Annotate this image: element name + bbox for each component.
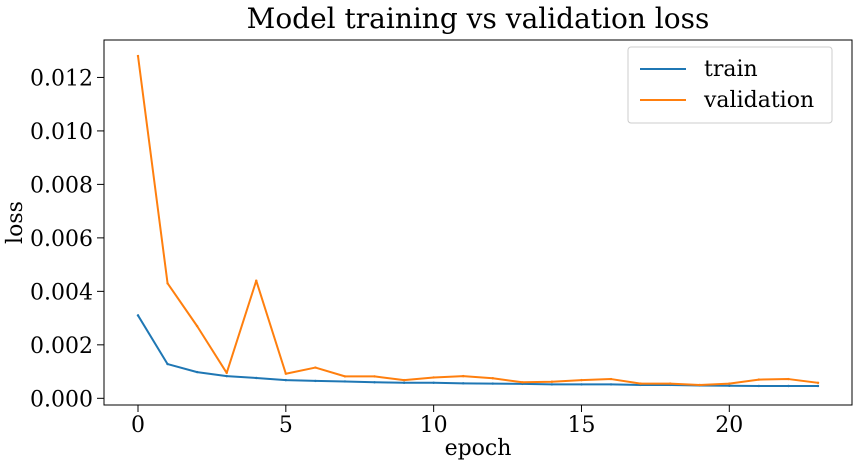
data-point-train [225,374,228,378]
plot-area [103,39,853,406]
data-point-validation [787,377,790,381]
x-axis-ticks: 0 5 10 15 20 [131,405,743,438]
y-tick-label: 0.010 [30,120,93,145]
data-point-train [343,380,347,383]
y-tick-label: 0.006 [30,227,93,252]
y-tick-label: 0.012 [30,66,93,91]
data-point-train [728,384,731,387]
legend-label-validation: validation [703,88,814,113]
data-point-validation [225,371,228,375]
data-point-validation [609,377,613,381]
data-point-train [491,382,494,385]
data-point-validation [432,376,435,379]
data-point-train [432,381,435,385]
series-line-validation [136,54,820,386]
legend-label-train: train [704,57,758,82]
y-tick-label: 0.000 [30,387,93,412]
legend-box [627,46,833,124]
data-point-validation [668,382,672,385]
data-point-validation [757,378,761,381]
data-point-validation [550,380,554,383]
data-point-train [580,383,583,386]
data-point-train [462,382,465,385]
data-point-validation [639,382,642,385]
x-tick-label: 10 [420,413,448,438]
data-point-validation [166,282,169,285]
data-point-validation [491,377,494,380]
data-point-validation [136,54,140,58]
data-point-validation [580,378,583,382]
data-point-train [609,383,613,386]
data-point-validation [521,381,524,384]
data-point-train [166,362,169,366]
series-layer [136,54,820,388]
data-point-train [136,314,140,317]
data-point-train [816,384,820,388]
data-point-validation [343,375,347,378]
x-tick-label: 5 [279,413,293,438]
chart-title: Model training vs validation loss [247,2,710,35]
data-point-train [255,376,258,380]
y-axis-ticks: 0.000 0.002 0.004 0.006 0.008 0.010 0.012 [30,66,104,412]
x-tick-label: 20 [715,413,743,438]
data-point-train [195,370,199,374]
data-point-validation [373,375,376,378]
data-point-validation [728,382,731,385]
data-point-validation [698,383,701,387]
data-point-validation [816,381,820,385]
data-point-validation [284,372,288,375]
x-tick-label: 0 [131,413,145,438]
data-point-train [550,383,554,386]
data-point-train [314,379,317,383]
data-point-train [373,381,376,384]
y-tick-label: 0.002 [30,334,93,359]
data-point-train [284,378,288,382]
data-point-validation [402,378,406,382]
y-tick-label: 0.004 [30,280,93,305]
data-point-train [402,381,406,385]
data-point-validation [195,324,199,328]
data-point-validation [462,374,465,378]
data-point-train [757,384,761,388]
data-point-validation [255,279,258,282]
y-axis-label: loss [3,201,28,244]
data-point-train [787,384,790,388]
data-point-validation [314,366,317,369]
legend: train validation [627,46,833,124]
y-tick-label: 0.008 [30,173,93,198]
x-tick-label: 15 [567,413,595,438]
x-axis-label: epoch [445,436,512,461]
